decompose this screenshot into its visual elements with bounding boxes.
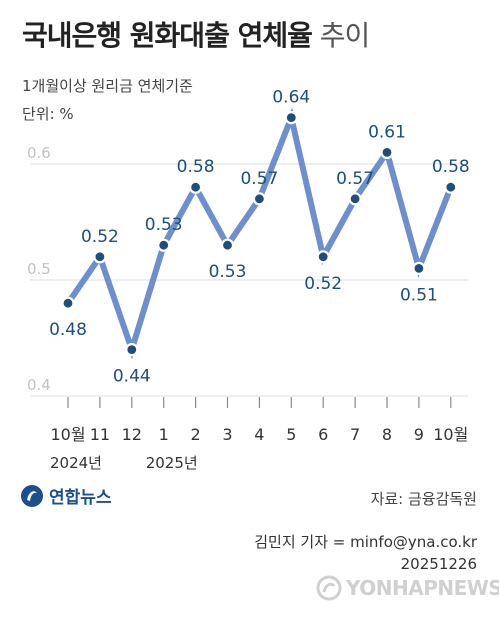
data-point — [316, 250, 330, 264]
data-label: 0.52 — [81, 227, 119, 247]
data-point — [61, 296, 75, 310]
x-tick-label: 7 — [350, 425, 360, 444]
data-point — [157, 238, 171, 252]
data-point — [380, 145, 394, 159]
y-tick-label: 0.6 — [27, 144, 51, 162]
watermark-text: YONHAPNEWS — [346, 576, 499, 600]
data-label: 0.53 — [209, 262, 247, 282]
publish-date: 20251226 — [400, 555, 477, 573]
x-tick-label: 11 — [90, 425, 110, 444]
data-label: 0.44 — [113, 367, 151, 387]
x-tick-label: 12 — [122, 425, 142, 444]
yonhap-emblem-icon — [21, 484, 43, 507]
x-tick-label: 2 — [191, 425, 201, 444]
data-label: 0.58 — [432, 157, 470, 177]
x-tick-label: 10월 — [50, 425, 85, 444]
data-label: 0.57 — [240, 169, 278, 189]
data-label: 0.48 — [49, 320, 87, 340]
yonhap-logo: 연합뉴스 — [20, 483, 112, 508]
x-tick-label: 1 — [159, 425, 169, 444]
x-tick-label: 3 — [222, 425, 232, 444]
yonhapnews-watermark: YONHAPNEWS — [316, 575, 499, 601]
data-label: 0.64 — [272, 88, 310, 108]
x-tick-label: 10월 — [433, 425, 468, 444]
data-point — [125, 343, 139, 357]
data-point — [284, 110, 298, 125]
data-label: 0.57 — [336, 169, 374, 189]
y-tick-label: 0.4 — [27, 376, 51, 394]
reporter-credit: 김민지 기자 = minfo@yna.co.kr — [254, 533, 477, 551]
x-tick-label: 4 — [254, 425, 264, 444]
chart-title: 국내은행 원화대출 연체율 추이 — [22, 14, 371, 54]
x-tick-label: 5 — [286, 425, 296, 444]
data-label: 0.51 — [400, 285, 438, 305]
x-tick-label: 8 — [382, 425, 392, 444]
credit-block: 김민지 기자 = minfo@yna.co.kr 20251226 — [254, 531, 477, 575]
data-point — [412, 261, 426, 275]
data-point — [444, 180, 458, 194]
chart-title-main: 국내은행 원화대출 연체율 — [22, 19, 313, 52]
chart-subtitle: 1개월이상 원리금 연체기준 — [22, 77, 193, 95]
data-point — [93, 250, 107, 264]
year-label: 2024년 — [50, 454, 102, 472]
data-point — [220, 238, 235, 252]
data-point — [189, 180, 203, 194]
year-label: 2025년 — [146, 454, 198, 472]
data-label: 0.61 — [368, 122, 406, 142]
chart-title-suffix: 추이 — [319, 19, 371, 52]
x-tick-label: 6 — [318, 425, 328, 444]
x-tick-label: 9 — [414, 425, 424, 444]
data-point — [348, 192, 362, 206]
data-label: 0.53 — [145, 215, 183, 235]
y-tick-label: 0.5 — [27, 260, 51, 278]
source-label: 자료: 금융감독원 — [370, 490, 477, 508]
data-point — [252, 192, 266, 206]
unit-label: 단위: % — [22, 105, 74, 123]
logo-text: 연합뉴스 — [49, 488, 112, 508]
watermark-emblem-icon — [316, 575, 342, 601]
data-label: 0.58 — [177, 157, 215, 177]
data-label: 0.52 — [304, 274, 342, 294]
